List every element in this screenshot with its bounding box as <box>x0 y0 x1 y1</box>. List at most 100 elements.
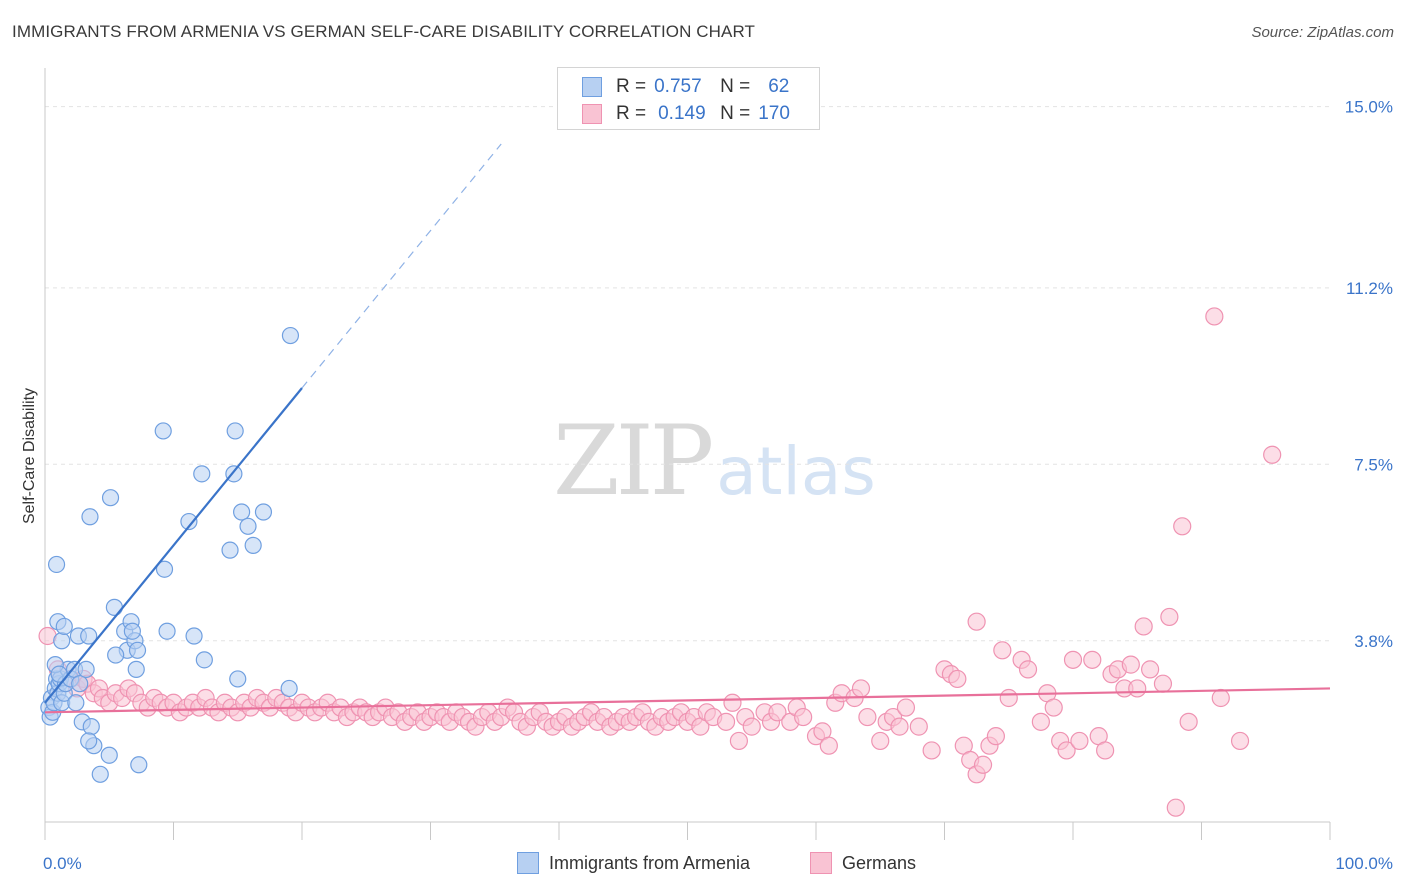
legend-n-label: N = <box>720 76 751 97</box>
legend-row-armenia: R = 0.757 N = 62 <box>582 75 789 99</box>
armenia-point <box>226 422 244 440</box>
germans-point <box>1121 655 1140 674</box>
legend-item-germans[interactable]: Germans <box>810 852 916 874</box>
legend-label-armenia: Immigrants from Armenia <box>549 852 751 873</box>
legend-r-value: 0.149 <box>658 103 706 124</box>
germans-point <box>1179 712 1198 731</box>
germans-point <box>993 641 1012 660</box>
germans-point <box>794 707 813 727</box>
germans-point <box>858 707 877 727</box>
germans-point <box>967 612 986 631</box>
germans-point <box>896 698 916 717</box>
germans-point <box>723 693 742 712</box>
armenia-point <box>53 632 71 650</box>
germans-point <box>1230 731 1250 751</box>
armenia-point <box>67 694 85 712</box>
germans-point <box>1031 712 1050 731</box>
watermark-atlas: atlas <box>716 433 876 510</box>
legend-item-armenia[interactable]: Immigrants from Armenia <box>517 852 750 874</box>
armenia-point <box>155 560 174 578</box>
germans-point <box>1134 617 1153 636</box>
germans-point <box>1205 307 1224 326</box>
armenia-point <box>185 627 203 645</box>
armenia-point <box>254 503 273 521</box>
legend-n-value: 62 <box>768 76 790 97</box>
armenia-point <box>55 617 73 636</box>
armenia-point <box>81 508 99 526</box>
armenia-point <box>221 541 239 559</box>
y-tick-label: 3.8% <box>1354 632 1393 651</box>
y-tick-label: 15.0% <box>1345 98 1393 117</box>
germans-point <box>1070 731 1089 751</box>
germans-point <box>1128 679 1147 698</box>
x-tick-label-max: 100.0% <box>1335 854 1393 873</box>
watermark-zip: ZIP <box>553 405 714 517</box>
armenia-point <box>244 536 262 554</box>
armenia-point <box>100 746 118 764</box>
germans-point <box>1140 660 1160 679</box>
armenia-point <box>239 517 257 535</box>
armenia-point <box>123 622 141 640</box>
armenia-point <box>128 641 147 659</box>
germans-trendline <box>44 687 1331 714</box>
germans-point <box>922 741 941 760</box>
armenia-point <box>80 732 98 750</box>
armenia-point <box>77 660 95 678</box>
y-tick-label: 11.2% <box>1346 279 1393 298</box>
legend-swatch-blue <box>517 852 539 874</box>
armenia-point <box>105 598 123 616</box>
germans-point <box>1096 741 1115 760</box>
armenia-point <box>71 675 89 693</box>
germans-point <box>1063 650 1083 669</box>
legend-r-value: 0.757 <box>654 76 702 97</box>
germans-point <box>742 717 761 736</box>
germans-point <box>1211 688 1230 708</box>
y-axis-label: Self-Care Disability <box>21 387 38 525</box>
legend-swatch-pink <box>582 104 602 124</box>
armenia-point <box>154 422 172 440</box>
germans-point <box>1173 517 1192 536</box>
legend-n-value: 170 <box>758 103 790 124</box>
x-tick-label-min: 0.0% <box>43 854 82 873</box>
germans-point <box>716 712 736 731</box>
armenia-trendline-extension <box>301 143 502 389</box>
series-legend: Immigrants from Armenia Germans <box>0 852 1406 878</box>
germans-point <box>1044 698 1063 717</box>
armenia-point <box>158 622 176 640</box>
germans-point <box>851 679 871 698</box>
armenia-point <box>233 503 251 521</box>
armenia-point <box>107 646 125 664</box>
armenia-point <box>130 756 148 774</box>
germans-point <box>871 731 890 751</box>
correlation-legend: R = 0.757 N = 62 R = 0.149 N = 170 <box>557 67 820 130</box>
legend-swatch-pink <box>810 852 832 874</box>
germans-point <box>1166 798 1185 817</box>
y-tick-label: 7.5% <box>1354 455 1393 474</box>
legend-r-label: R = <box>616 76 647 97</box>
chart-title: IMMIGRANTS FROM ARMENIA VS GERMAN SELF-C… <box>12 22 756 41</box>
germans-point <box>1018 660 1038 679</box>
germans-point <box>1057 741 1076 760</box>
legend-r-label: R = <box>616 103 647 124</box>
armenia-point <box>229 670 247 688</box>
germans-point <box>973 755 993 774</box>
germans-point <box>909 717 928 736</box>
germans-point <box>890 717 909 736</box>
armenia-point <box>280 679 298 698</box>
germans-point <box>1263 445 1282 464</box>
armenia-trendline <box>44 387 303 704</box>
armenia-point <box>281 326 300 345</box>
armenia-point <box>180 512 198 531</box>
germans-point <box>729 731 749 751</box>
watermark: ZIPatlas <box>553 405 876 517</box>
legend-n-label: N = <box>720 103 751 124</box>
germans-point <box>819 736 838 755</box>
armenia-point <box>193 465 211 483</box>
legend-label-germans: Germans <box>842 852 917 873</box>
source-note: Source: ZipAtlas.com <box>1251 24 1394 41</box>
germans-point <box>999 688 1018 708</box>
armenia-point <box>82 718 100 736</box>
armenia-point <box>101 489 120 507</box>
germans-point <box>1153 674 1173 693</box>
